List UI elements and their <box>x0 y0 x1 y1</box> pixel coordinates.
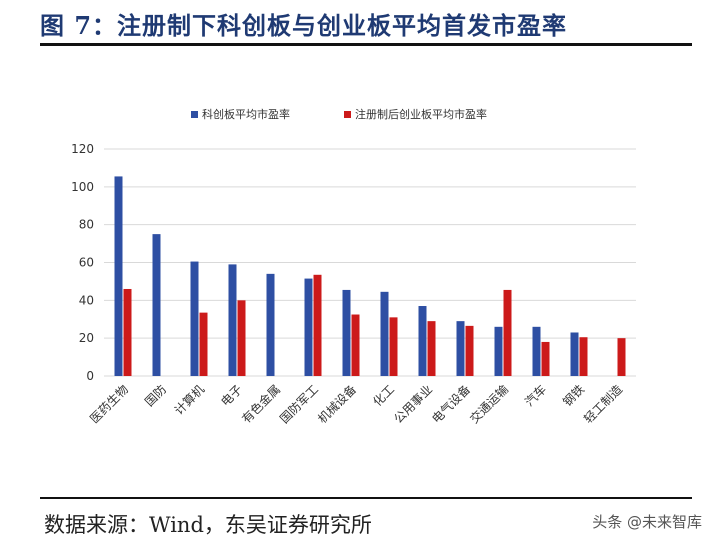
x-tick-label: 电子 <box>218 382 245 409</box>
gridlines <box>104 148 636 377</box>
bar-series-1-9 <box>456 321 465 376</box>
bar-series-2-8 <box>427 321 436 376</box>
y-tick-label: 60 <box>79 256 94 270</box>
bar-series-1-7 <box>380 291 389 376</box>
bars <box>114 176 626 376</box>
legend: 科创板平均市盈率 注册制后创业板平均市盈率 <box>191 107 487 121</box>
bar-series-1-11 <box>532 326 541 376</box>
x-tick-label: 有色金属 <box>239 382 284 427</box>
bar-series-2-12 <box>579 337 588 376</box>
bar-series-1-1 <box>152 234 161 376</box>
bar-series-1-3 <box>228 264 237 376</box>
bar-series-1-8 <box>418 306 427 376</box>
bar-series-2-7 <box>389 317 398 376</box>
bar-series-1-12 <box>570 332 579 376</box>
bar-series-1-4 <box>266 273 275 376</box>
bar-series-2-6 <box>351 314 360 376</box>
y-tick-label: 80 <box>79 218 94 232</box>
y-tick-label: 100 <box>71 180 94 194</box>
watermark: 头条 @未来智库 <box>592 513 702 531</box>
bar-series-1-2 <box>190 261 199 376</box>
title-rule <box>40 43 692 46</box>
bar-series-2-0 <box>123 288 132 376</box>
bar-series-1-0 <box>114 176 123 376</box>
legend-label-series-1: 科创板平均市盈率 <box>202 107 290 121</box>
source-rule <box>40 497 692 499</box>
legend-swatch-series-1 <box>191 111 198 118</box>
x-tick-label: 医药生物 <box>87 382 131 426</box>
x-tick-label: 汽车 <box>522 382 550 410</box>
bar-series-1-6 <box>342 289 351 376</box>
bar-series-1-10 <box>494 326 503 376</box>
x-tick-label: 计算机 <box>171 382 207 418</box>
bar-series-1-5 <box>304 278 313 376</box>
x-tick-label: 国防军工 <box>277 382 322 427</box>
x-tick-label: 交通运输 <box>467 382 512 427</box>
x-tick-label: 轻工制造 <box>581 382 625 426</box>
y-tick-label: 120 <box>71 142 94 156</box>
figure-title: 图 7：注册制下科创板与创业板平均首发市盈率 <box>40 11 568 40</box>
x-tick-label: 电气设备 <box>429 382 474 427</box>
legend-label-series-2: 注册制后创业板平均市盈率 <box>355 107 487 121</box>
y-tick-label: 40 <box>79 293 94 307</box>
bar-series-2-10 <box>503 289 512 376</box>
bar-series-2-11 <box>541 341 550 376</box>
y-tick-label: 20 <box>79 331 94 345</box>
y-tick-label: 0 <box>86 369 94 383</box>
bar-series-2-2 <box>199 312 208 376</box>
x-tick-label: 钢铁 <box>560 382 587 409</box>
y-axis-ticks: 0 20 40 60 80 100 120 <box>71 142 94 383</box>
bar-chart: 0 20 40 60 80 100 120 医药生物 国防 计算机 电子有色金属国防军工机械设备化… <box>71 107 636 427</box>
x-tick-label: 公用事业 <box>391 382 435 426</box>
x-axis-ticks: 医药生物 国防 计算机 电子有色金属国防军工机械设备 化工公用事业电气设备交通运输 汽车钢… <box>87 382 625 427</box>
source-note: 数据来源：Wind，东吴证券研究所 <box>44 513 372 537</box>
x-tick-label: 机械设备 <box>315 382 360 427</box>
bar-series-2-5 <box>313 274 322 376</box>
bar-series-2-9 <box>465 325 474 376</box>
bar-series-2-3 <box>237 300 246 376</box>
x-tick-label: 化工 <box>370 382 397 409</box>
legend-swatch-series-2 <box>344 111 351 118</box>
bar-series-2-13 <box>617 338 626 376</box>
x-tick-label: 国防 <box>142 382 170 410</box>
